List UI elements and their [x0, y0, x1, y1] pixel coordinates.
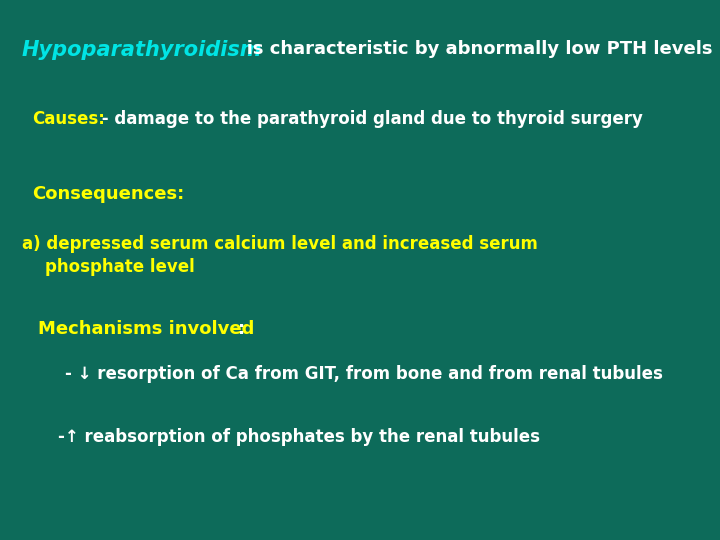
Text: phosphate level: phosphate level	[22, 258, 194, 276]
Text: :: :	[238, 320, 245, 338]
Text: Consequences:: Consequences:	[32, 185, 184, 203]
Text: a) depressed serum calcium level and increased serum: a) depressed serum calcium level and inc…	[22, 235, 538, 253]
Text: is characteristic by abnormally low PTH levels: is characteristic by abnormally low PTH …	[228, 40, 713, 58]
Text: Causes:: Causes:	[32, 110, 105, 128]
Text: Hypoparathyroidism: Hypoparathyroidism	[22, 40, 263, 60]
Text: Mechanisms involved: Mechanisms involved	[38, 320, 254, 338]
Text: - damage to the parathyroid gland due to thyroid surgery: - damage to the parathyroid gland due to…	[96, 110, 643, 128]
Text: - ↓ resorption of Ca from GIT, from bone and from renal tubules: - ↓ resorption of Ca from GIT, from bone…	[65, 365, 663, 383]
Text: -↑ reabsorption of phosphates by the renal tubules: -↑ reabsorption of phosphates by the ren…	[58, 428, 540, 446]
